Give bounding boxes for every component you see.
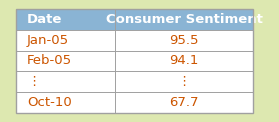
FancyBboxPatch shape (16, 9, 252, 30)
Text: Oct-10: Oct-10 (27, 97, 72, 109)
Text: Consumer Sentiment: Consumer Sentiment (105, 13, 263, 25)
FancyBboxPatch shape (16, 51, 252, 71)
Text: ⋮: ⋮ (27, 76, 40, 88)
FancyBboxPatch shape (16, 92, 252, 113)
FancyBboxPatch shape (16, 30, 252, 51)
FancyBboxPatch shape (16, 71, 252, 92)
Text: ⋮: ⋮ (177, 76, 191, 88)
Text: Feb-05: Feb-05 (27, 55, 72, 67)
Text: 94.1: 94.1 (169, 55, 199, 67)
Text: 67.7: 67.7 (169, 97, 199, 109)
Text: 95.5: 95.5 (169, 34, 199, 46)
Text: Date: Date (27, 13, 62, 25)
Text: Jan-05: Jan-05 (27, 34, 69, 46)
